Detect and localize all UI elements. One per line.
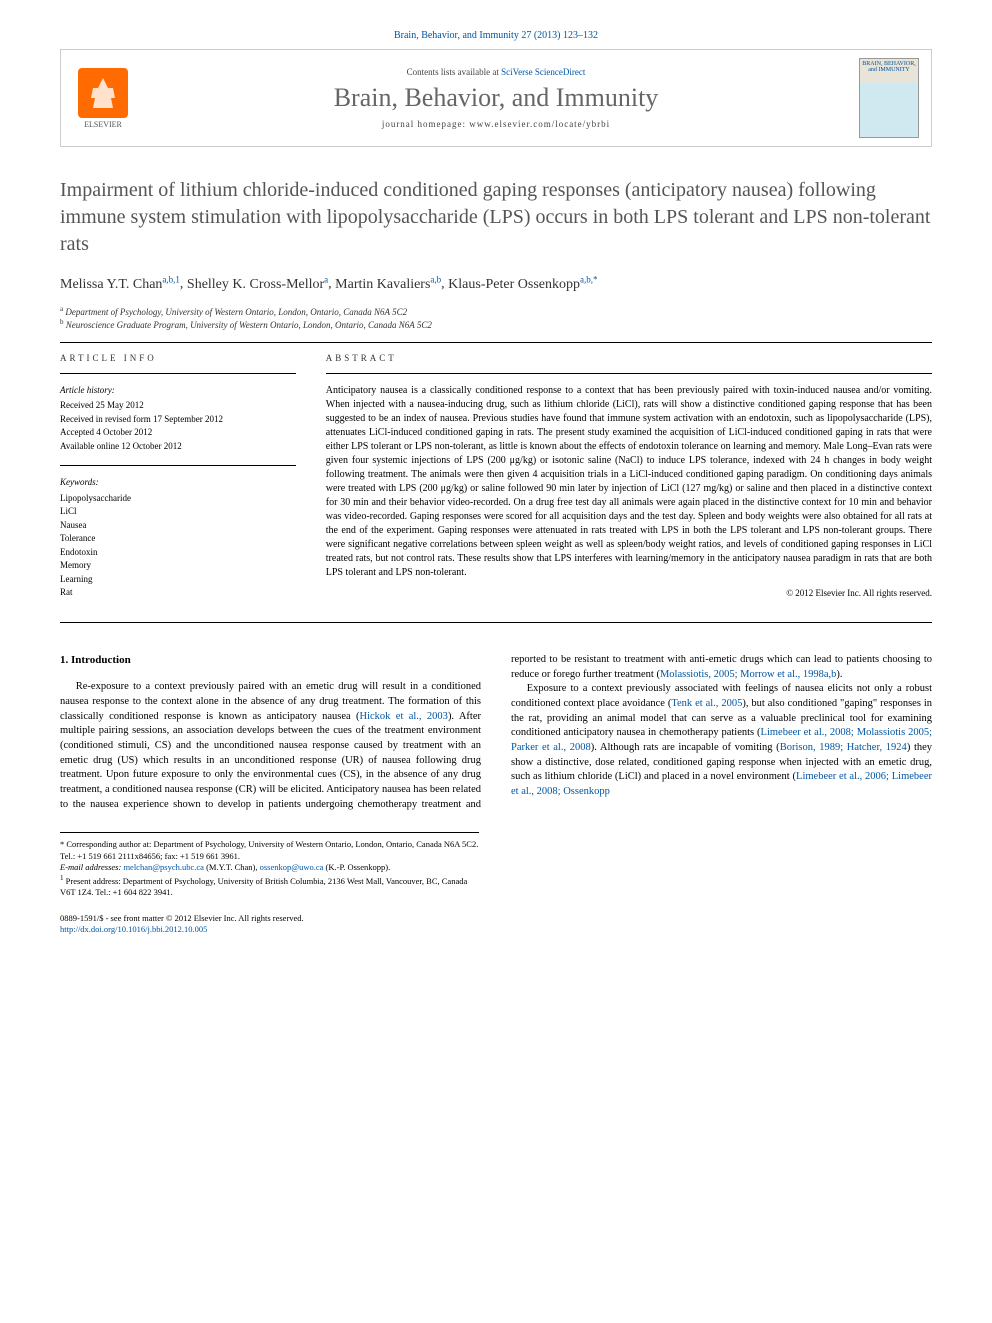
journal-cover-thumbnail: BRAIN, BEHAVIOR, and IMMUNITY	[859, 58, 919, 138]
author-sup: a,b,1	[162, 274, 180, 284]
keyword: LiCl	[60, 505, 296, 519]
footer-bar: 0889-1591/$ - see front matter © 2012 El…	[60, 913, 932, 935]
info-abstract-row: ARTICLE INFO Article history: Received 2…	[60, 353, 932, 612]
history-label: Article history:	[60, 384, 296, 398]
history-line: Received in revised form 17 September 20…	[60, 413, 296, 427]
article-info-header: ARTICLE INFO	[60, 353, 296, 363]
doi-link[interactable]: http://dx.doi.org/10.1016/j.bbi.2012.10.…	[60, 924, 207, 934]
elsevier-label: ELSEVIER	[84, 120, 122, 129]
sciencedirect-link[interactable]: SciVerse ScienceDirect	[501, 67, 585, 77]
elsevier-tree-icon	[78, 68, 128, 118]
author-name: Klaus-Peter Ossenkopp	[448, 277, 580, 292]
author-name: Martin Kavaliers	[335, 277, 430, 292]
author: Klaus-Peter Ossenkoppa,b,*	[448, 277, 597, 292]
section-heading: 1. Introduction	[60, 653, 481, 668]
affiliation: b Neuroscience Graduate Program, Univers…	[60, 318, 932, 332]
author-sup: a	[324, 274, 328, 284]
citation-header: Brain, Behavior, and Immunity 27 (2013) …	[60, 30, 932, 41]
citation-link[interactable]: Molassiotis, 2005; Morrow et al., 1998a,…	[660, 669, 836, 680]
issn-copyright-line: 0889-1591/$ - see front matter © 2012 El…	[60, 913, 932, 924]
keywords-list: Lipopolysaccharide LiCl Nausea Tolerance…	[60, 492, 296, 600]
email-link[interactable]: ossenkop@uwo.ca	[260, 862, 324, 872]
citation-link[interactable]: Tenk et al., 2005	[671, 698, 742, 709]
author-sup: a,b	[430, 274, 441, 284]
affil-text: Department of Psychology, University of …	[65, 307, 407, 317]
author: Shelley K. Cross-Mellora	[187, 277, 328, 292]
journal-name: Brain, Behavior, and Immunity	[133, 83, 859, 113]
intro-paragraph: Exposure to a context previously associa…	[511, 682, 932, 800]
authors-line: Melissa Y.T. Chana,b,1, Shelley K. Cross…	[60, 274, 932, 293]
contents-available-line: Contents lists available at SciVerse Sci…	[133, 67, 859, 77]
citation-link[interactable]: Borison, 1989; Hatcher, 1924	[780, 742, 907, 753]
introduction-section: 1. Introduction Re-exposure to a context…	[60, 653, 932, 813]
doi-value: 10.1016/j.bbi.2012.10.005	[117, 924, 207, 934]
author-name: Melissa Y.T. Chan	[60, 277, 162, 292]
history-line: Received 25 May 2012	[60, 399, 296, 413]
email-who: (M.Y.T. Chan),	[204, 862, 260, 872]
history-line: Available online 12 October 2012	[60, 440, 296, 454]
affiliations: a Department of Psychology, University o…	[60, 305, 932, 332]
keyword: Tolerance	[60, 532, 296, 546]
article-history-block: Article history: Received 25 May 2012 Re…	[60, 384, 296, 454]
footnote-text: Present address: Department of Psycholog…	[60, 876, 467, 897]
abstract-text: Anticipatory nausea is a classically con…	[326, 384, 932, 580]
footnotes: * Corresponding author at: Department of…	[60, 832, 479, 898]
history-line: Accepted 4 October 2012	[60, 426, 296, 440]
email-who: (K.-P. Ossenkopp).	[323, 862, 390, 872]
present-address-note: 1 Present address: Department of Psychol…	[60, 874, 479, 899]
text-run: ).	[836, 669, 842, 680]
contents-prefix: Contents lists available at	[407, 67, 501, 77]
divider	[60, 622, 932, 623]
affil-sup: b	[60, 318, 64, 326]
homepage-url[interactable]: www.elsevier.com/locate/ybrbi	[469, 119, 610, 129]
affil-text: Neuroscience Graduate Program, Universit…	[66, 320, 432, 330]
abstract-copyright: © 2012 Elsevier Inc. All rights reserved…	[326, 588, 932, 598]
divider	[60, 373, 296, 374]
author-name: Shelley K. Cross-Mellor	[187, 277, 324, 292]
keyword: Memory	[60, 559, 296, 573]
divider	[60, 465, 296, 466]
citation-link[interactable]: Hickok et al., 2003	[360, 711, 448, 722]
doi-line: http://dx.doi.org/10.1016/j.bbi.2012.10.…	[60, 924, 932, 935]
abstract-column: ABSTRACT Anticipatory nausea is a classi…	[326, 353, 932, 612]
homepage-prefix: journal homepage:	[382, 119, 469, 129]
footnote-text: Corresponding author at: Department of P…	[60, 839, 478, 860]
journal-header-box: ELSEVIER Contents lists available at Sci…	[60, 49, 932, 147]
author-sup: a,b,*	[580, 274, 598, 284]
article-title: Impairment of lithium chloride-induced c…	[60, 177, 932, 258]
keywords-label: Keywords:	[60, 476, 296, 490]
divider	[60, 342, 932, 343]
doi-prefix: http://dx.doi.org/	[60, 924, 117, 934]
keyword: Learning	[60, 573, 296, 587]
divider	[326, 373, 932, 374]
email-label: E-mail addresses:	[60, 862, 123, 872]
keyword: Nausea	[60, 519, 296, 533]
email-link[interactable]: melchan@psych.ubc.ca	[123, 862, 204, 872]
keyword: Rat	[60, 586, 296, 600]
keyword: Lipopolysaccharide	[60, 492, 296, 506]
keyword: Endotoxin	[60, 546, 296, 560]
text-run: ). Although rats are incapable of vomiti…	[591, 742, 780, 753]
homepage-line: journal homepage: www.elsevier.com/locat…	[133, 119, 859, 129]
affiliation: a Department of Psychology, University o…	[60, 305, 932, 319]
header-center: Contents lists available at SciVerse Sci…	[133, 67, 859, 129]
email-line: E-mail addresses: melchan@psych.ubc.ca (…	[60, 862, 479, 873]
keywords-block: Keywords: Lipopolysaccharide LiCl Nausea…	[60, 476, 296, 600]
abstract-header: ABSTRACT	[326, 353, 932, 363]
elsevier-logo: ELSEVIER	[73, 63, 133, 133]
author: Martin Kavaliersa,b	[335, 277, 441, 292]
affil-sup: a	[60, 305, 63, 313]
article-info-column: ARTICLE INFO Article history: Received 2…	[60, 353, 296, 612]
author: Melissa Y.T. Chana,b,1	[60, 277, 180, 292]
corresponding-author-note: * Corresponding author at: Department of…	[60, 839, 479, 862]
